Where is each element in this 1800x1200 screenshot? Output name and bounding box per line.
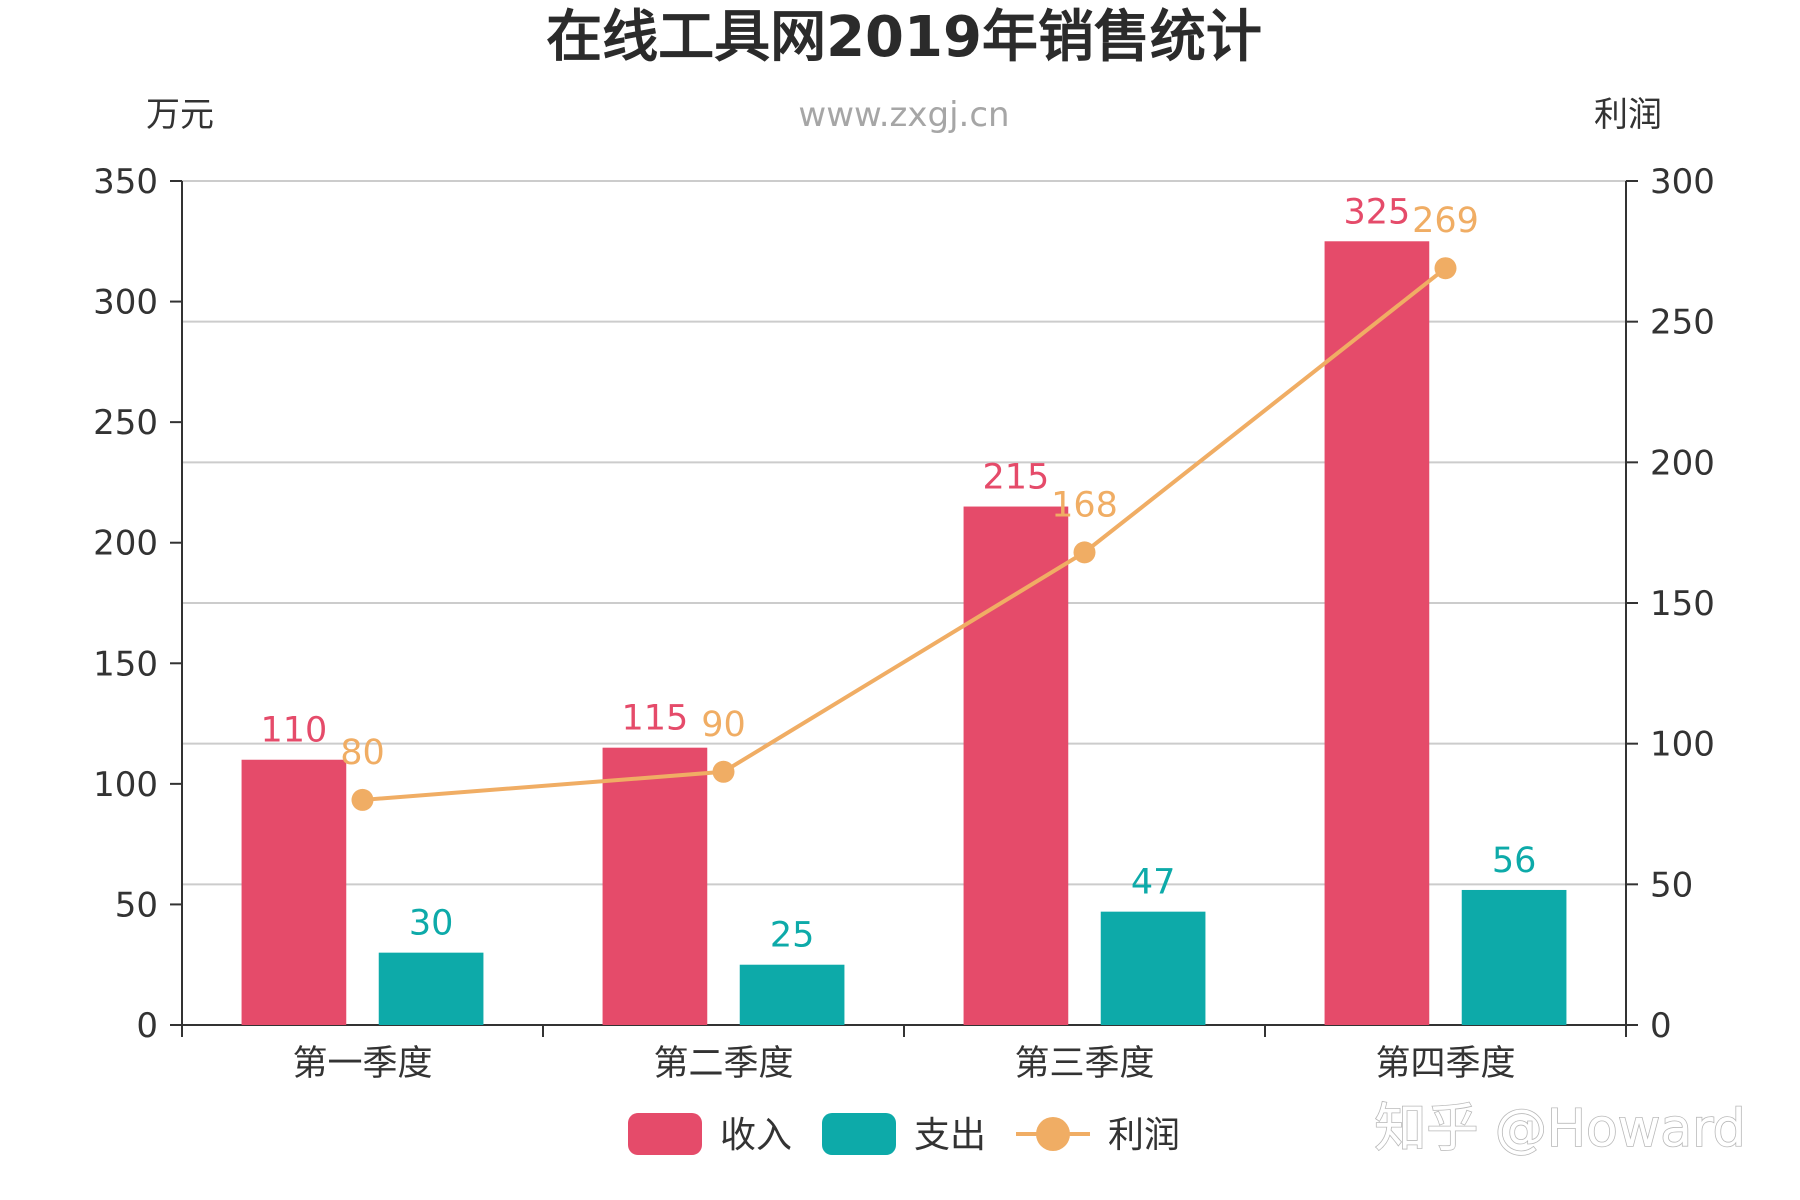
watermark: 知乎 @Howard bbox=[1374, 1099, 1745, 1159]
left-tick-label: 150 bbox=[93, 644, 158, 684]
profit-label: 269 bbox=[1412, 201, 1479, 241]
left-tick-label: 0 bbox=[136, 1006, 158, 1046]
legend-income[interactable]: 收入 bbox=[628, 1113, 792, 1156]
profit-label: 90 bbox=[701, 705, 746, 745]
data-label: 325 bbox=[1344, 192, 1411, 232]
left-tick-label: 100 bbox=[93, 765, 158, 805]
data-label: 110 bbox=[261, 711, 328, 751]
legend-profit[interactable]: 利润 bbox=[1016, 1115, 1180, 1156]
legend: 收入 支出 利润 bbox=[628, 1113, 1180, 1156]
left-tick-label: 200 bbox=[93, 524, 158, 564]
legend-label: 收入 bbox=[720, 1115, 792, 1156]
legend-swatch bbox=[822, 1113, 896, 1155]
right-tick-label: 200 bbox=[1650, 443, 1715, 483]
category-label: 第四季度 bbox=[1375, 1044, 1515, 1084]
profit-polyline bbox=[362, 266, 1447, 802]
profit-point bbox=[351, 788, 374, 811]
right-tick-label: 100 bbox=[1650, 725, 1715, 765]
left-tick-label: 50 bbox=[115, 885, 158, 925]
right-tick-label: 300 bbox=[1650, 162, 1715, 202]
bar-expense bbox=[739, 964, 845, 1025]
legend-swatch bbox=[628, 1113, 702, 1155]
data-label: 115 bbox=[622, 699, 689, 739]
profit-point bbox=[1434, 257, 1457, 280]
category-label: 第二季度 bbox=[653, 1044, 793, 1084]
chart-subtitle: www.zxgj.cn bbox=[798, 95, 1009, 135]
bar-income bbox=[1324, 241, 1430, 1026]
right-tick-label: 250 bbox=[1650, 303, 1715, 343]
bar-expense bbox=[1100, 911, 1206, 1025]
bars bbox=[241, 241, 1567, 1026]
data-label: 56 bbox=[1492, 841, 1537, 881]
profit-point bbox=[1073, 541, 1096, 564]
right-tick-label: 150 bbox=[1650, 584, 1715, 624]
bar-income bbox=[241, 759, 347, 1025]
data-label: 215 bbox=[983, 458, 1050, 498]
profit-line bbox=[351, 257, 1457, 811]
left-tick-label: 350 bbox=[93, 162, 158, 202]
profit-point bbox=[712, 760, 735, 783]
bar-expense bbox=[1461, 889, 1567, 1025]
chart-title: 在线工具网2019年销售统计 bbox=[546, 5, 1262, 70]
legend-label: 利润 bbox=[1108, 1115, 1180, 1156]
data-labels: 110 115 215 325 30 25 47 56 80 90 168 269 bbox=[261, 192, 1537, 955]
profit-label: 80 bbox=[340, 733, 385, 773]
left-tick-label: 300 bbox=[93, 283, 158, 323]
right-tick-label: 0 bbox=[1650, 1006, 1672, 1046]
right-axis-label: 利润 bbox=[1594, 95, 1662, 135]
left-axis-label: 万元 bbox=[146, 95, 214, 135]
profit-label: 168 bbox=[1051, 485, 1118, 525]
data-label: 25 bbox=[770, 916, 815, 956]
bar-expense bbox=[378, 952, 484, 1025]
data-label: 47 bbox=[1131, 863, 1176, 903]
axes: 0 50 100 150 200 250 300 350 0 50 100 150 200 250 300 第… bbox=[93, 162, 1715, 1084]
category-label: 第一季度 bbox=[292, 1044, 432, 1084]
category-label: 第三季度 bbox=[1014, 1044, 1154, 1084]
legend-expense[interactable]: 支出 bbox=[822, 1113, 986, 1156]
legend-label: 支出 bbox=[914, 1115, 986, 1156]
bar-income bbox=[963, 506, 1069, 1025]
bar-income bbox=[602, 747, 708, 1025]
legend-swatch-dot bbox=[1036, 1117, 1070, 1151]
data-label: 30 bbox=[409, 904, 454, 944]
right-tick-label: 50 bbox=[1650, 865, 1693, 905]
left-tick-label: 250 bbox=[93, 403, 158, 443]
